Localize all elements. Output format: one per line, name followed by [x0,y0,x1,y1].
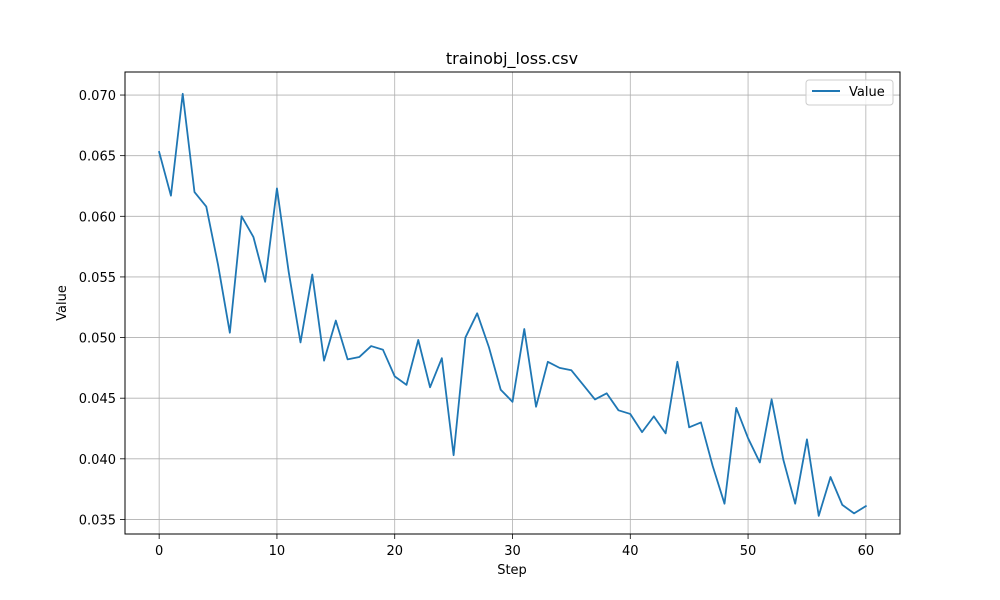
chart-title: trainobj_loss.csv [446,49,578,69]
x-tick-label: 20 [386,544,403,559]
x-tick-label: 60 [858,544,875,559]
x-axis: 0 10 20 30 40 50 60 [155,534,874,559]
x-tick-label: 50 [740,544,757,559]
x-tick-label: 0 [155,544,163,559]
series-layer [158,92,868,517]
y-tick-label: 0.065 [79,150,116,165]
y-tick-label: 0.040 [79,453,116,468]
legend-label-value: Value [849,85,885,100]
y-axis-label: Value [55,285,70,321]
series-line-value [158,92,868,517]
y-axis: 0.035 0.040 0.045 0.050 0.055 0.060 0.065 0.070 [79,89,125,528]
legend-box [805,79,894,106]
y-tick-label: 0.050 [79,332,116,347]
legend: Value [805,79,894,106]
x-tick-label: 40 [622,544,639,559]
y-tick-label: 0.035 [79,513,116,528]
x-tick-label: 10 [269,544,286,559]
y-tick-label: 0.070 [79,89,116,104]
y-tick-label: 0.060 [79,210,116,225]
x-axis-label: Step [497,563,527,578]
y-tick-label: 0.055 [79,271,116,286]
x-tick-label: 30 [504,544,521,559]
y-tick-label: 0.045 [79,392,116,407]
